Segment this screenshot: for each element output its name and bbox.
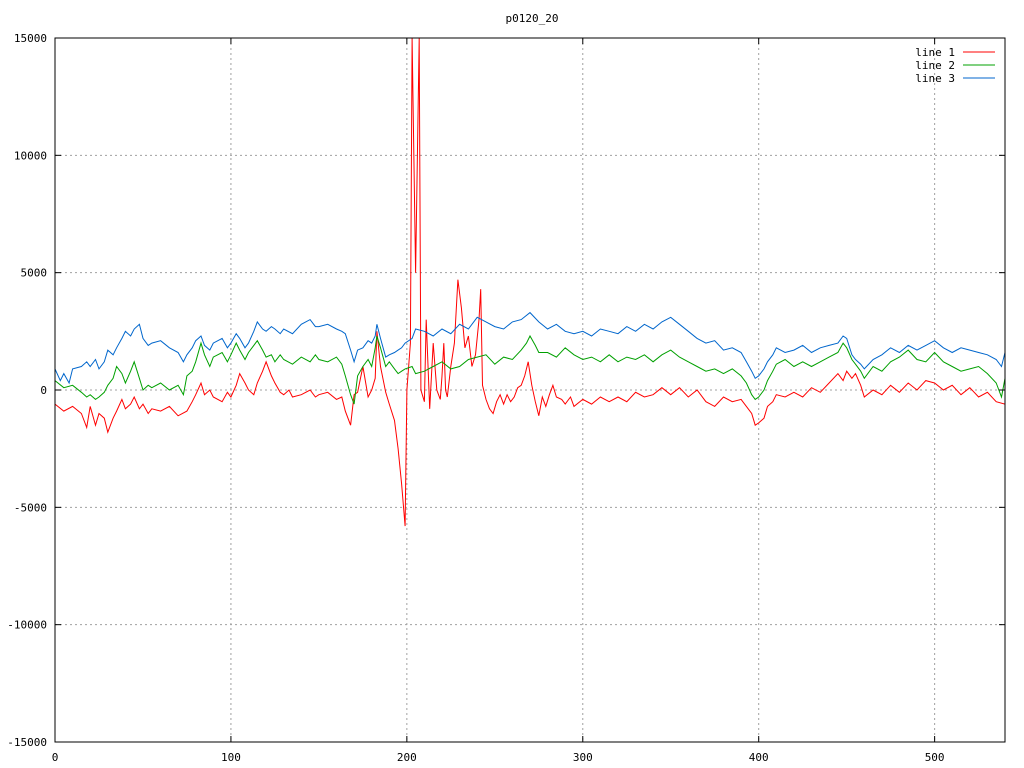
chart-title: p0120_20	[506, 12, 559, 25]
legend-label: line 2	[915, 59, 955, 72]
series-line-1	[55, 38, 1005, 527]
series-line-3	[55, 311, 1005, 385]
x-tick-label: 100	[221, 751, 241, 764]
x-tick-label: 200	[397, 751, 417, 764]
x-tick-label: 0	[52, 751, 59, 764]
y-tick-label: 5000	[21, 267, 48, 280]
y-axis-ticks: -15000 -10000 -5000 0 5000 10000 15000	[7, 32, 1005, 749]
y-tick-label: -5000	[14, 501, 47, 514]
y-tick-label: 0	[40, 384, 47, 397]
y-tick-label: -15000	[7, 736, 47, 749]
legend-label: line 3	[915, 72, 955, 85]
x-tick-label: 400	[749, 751, 769, 764]
x-axis-ticks: 0 100 200 300 400 500	[52, 38, 945, 764]
y-tick-label: -10000	[7, 619, 47, 632]
series-lines	[55, 38, 1005, 527]
x-tick-label: 300	[573, 751, 593, 764]
x-tick-label: 500	[925, 751, 945, 764]
legend-label: line 1	[915, 46, 955, 59]
grid-lines	[55, 38, 1005, 742]
y-tick-label: 10000	[14, 149, 47, 162]
series-line-2	[55, 334, 1005, 405]
y-tick-label: 15000	[14, 32, 47, 45]
